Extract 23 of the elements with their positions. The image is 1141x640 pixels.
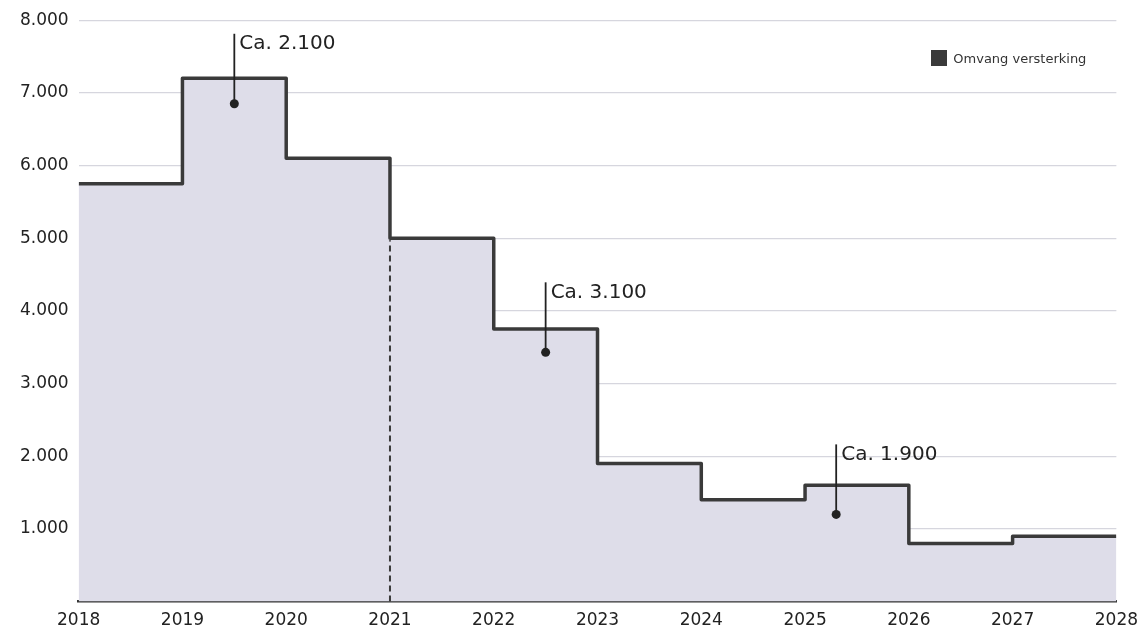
x-tick-label: 2024 <box>679 609 723 630</box>
y-tick-label: 5.000 <box>20 226 69 247</box>
y-tick-label: 7.000 <box>20 81 69 102</box>
x-tick-label: 2028 <box>1094 609 1138 630</box>
x-tick-label: 2020 <box>264 609 308 630</box>
x-tick-label: 2018 <box>57 609 101 630</box>
x-tick-label: 2021 <box>368 609 412 630</box>
x-tick-label: 2025 <box>783 609 827 630</box>
annotation: Ca. 1.900 <box>841 440 938 465</box>
annotation: Ca. 2.100 <box>239 29 336 54</box>
y-tick-label: 4.000 <box>20 299 69 320</box>
x-tick-label: 2019 <box>160 609 205 630</box>
y-tick-label: 2.000 <box>20 444 69 465</box>
legend-label: Omvang versterking <box>953 50 1087 66</box>
x-tick-label: 2022 <box>472 609 516 630</box>
y-tick-label: 8.000 <box>20 8 69 29</box>
x-tick-label: 2027 <box>990 609 1035 630</box>
y-tick-label: 6.000 <box>20 153 69 174</box>
y-tick-label: 3.000 <box>20 372 69 392</box>
annotation: Ca. 3.100 <box>550 278 647 303</box>
y-tick-label: 1.000 <box>20 517 69 538</box>
x-tick-label: 2026 <box>887 609 931 630</box>
x-tick-label: 2023 <box>575 609 620 630</box>
